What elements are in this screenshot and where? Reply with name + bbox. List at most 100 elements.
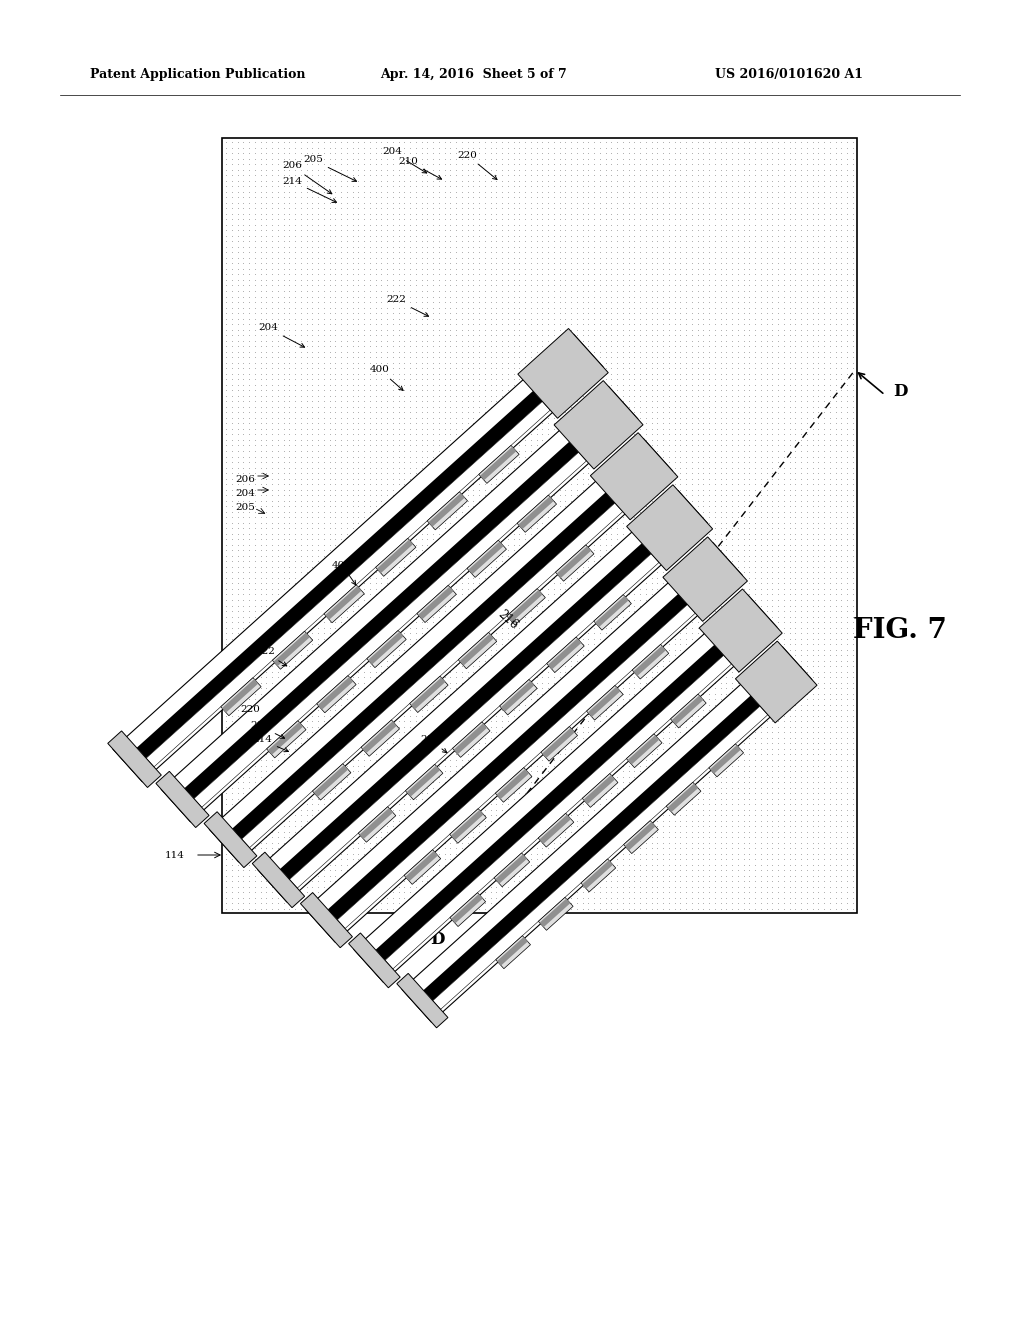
Point bbox=[482, 892, 499, 913]
Point bbox=[568, 535, 585, 556]
Point bbox=[799, 314, 815, 335]
Point bbox=[609, 854, 626, 875]
Point bbox=[839, 319, 855, 341]
Point bbox=[252, 882, 268, 903]
Point bbox=[724, 821, 740, 842]
Point bbox=[557, 793, 573, 814]
Point bbox=[517, 495, 534, 516]
Point bbox=[764, 319, 780, 341]
Point bbox=[315, 634, 332, 655]
Point bbox=[350, 849, 367, 870]
Point bbox=[454, 595, 470, 616]
Point bbox=[822, 882, 839, 903]
Point bbox=[822, 750, 839, 771]
Point bbox=[643, 408, 659, 429]
Point bbox=[390, 876, 407, 898]
Point bbox=[460, 292, 476, 313]
Point bbox=[603, 352, 620, 374]
Point bbox=[350, 595, 367, 616]
Point bbox=[333, 590, 349, 611]
Point bbox=[793, 677, 809, 698]
Point bbox=[379, 535, 395, 556]
Point bbox=[603, 358, 620, 379]
Point bbox=[419, 733, 435, 754]
Point bbox=[597, 777, 613, 799]
Point bbox=[810, 186, 826, 207]
Point bbox=[396, 755, 413, 776]
Point bbox=[574, 143, 591, 164]
Point bbox=[748, 717, 764, 738]
Point bbox=[689, 352, 706, 374]
Point bbox=[707, 590, 723, 611]
Point bbox=[689, 434, 706, 455]
Point bbox=[638, 838, 654, 859]
Point bbox=[322, 573, 338, 594]
Point bbox=[528, 771, 545, 792]
Point bbox=[442, 269, 459, 290]
Point bbox=[603, 793, 620, 814]
Point bbox=[581, 843, 597, 865]
Point bbox=[252, 158, 268, 180]
Point bbox=[735, 292, 752, 313]
Point bbox=[759, 568, 775, 589]
Point bbox=[517, 352, 534, 374]
Point bbox=[293, 672, 309, 693]
Point bbox=[517, 601, 534, 622]
Point bbox=[506, 424, 522, 445]
Point bbox=[396, 656, 413, 677]
Point bbox=[741, 474, 758, 495]
Point bbox=[287, 451, 303, 473]
Point bbox=[568, 308, 585, 329]
Point bbox=[269, 738, 286, 759]
Point bbox=[678, 286, 694, 308]
Point bbox=[713, 302, 729, 323]
Point bbox=[684, 314, 700, 335]
Point bbox=[522, 788, 539, 809]
Point bbox=[408, 512, 424, 533]
Point bbox=[741, 413, 758, 434]
Point bbox=[494, 783, 510, 804]
Point bbox=[368, 799, 384, 820]
Point bbox=[805, 495, 821, 516]
Point bbox=[603, 826, 620, 847]
Point bbox=[655, 583, 672, 605]
Point bbox=[368, 838, 384, 859]
Point bbox=[385, 137, 401, 158]
Point bbox=[845, 568, 861, 589]
Point bbox=[287, 264, 303, 285]
Point bbox=[649, 368, 666, 389]
Point bbox=[632, 623, 648, 644]
Point bbox=[638, 733, 654, 754]
Point bbox=[471, 143, 487, 164]
Point bbox=[707, 219, 723, 240]
Point bbox=[684, 651, 700, 672]
Point bbox=[247, 418, 263, 440]
Point bbox=[482, 269, 499, 290]
Point bbox=[379, 892, 395, 913]
Point bbox=[764, 826, 780, 847]
Point bbox=[649, 738, 666, 759]
Point bbox=[793, 838, 809, 859]
Point bbox=[540, 368, 556, 389]
Point bbox=[236, 540, 252, 561]
Point bbox=[770, 441, 786, 462]
Point bbox=[361, 308, 378, 329]
Point bbox=[753, 684, 769, 705]
Point bbox=[689, 866, 706, 887]
Point bbox=[310, 793, 327, 814]
Point bbox=[643, 628, 659, 649]
Point bbox=[701, 677, 718, 698]
Point bbox=[373, 401, 389, 422]
Point bbox=[776, 705, 793, 726]
Point bbox=[436, 810, 453, 832]
Point bbox=[241, 771, 257, 792]
Point bbox=[649, 727, 666, 748]
Point bbox=[258, 611, 274, 632]
Point bbox=[816, 474, 833, 495]
Point bbox=[557, 368, 573, 389]
Point bbox=[753, 871, 769, 892]
Point bbox=[684, 892, 700, 913]
Point bbox=[431, 330, 447, 351]
Point bbox=[304, 214, 321, 235]
Point bbox=[442, 143, 459, 164]
